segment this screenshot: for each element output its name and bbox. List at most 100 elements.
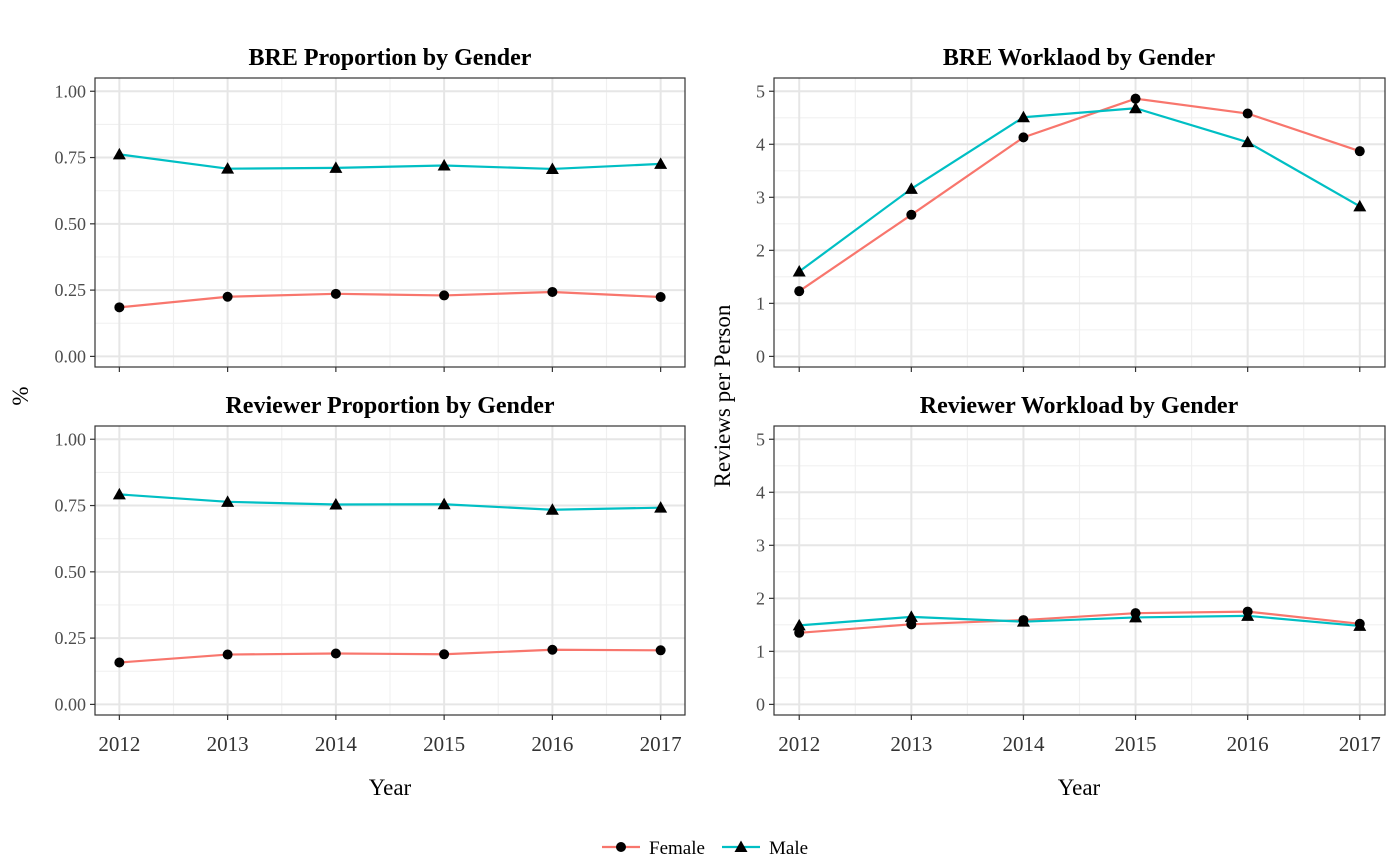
- point-male-2015: [437, 497, 451, 510]
- point-female-2017: [1354, 146, 1365, 157]
- y-tick-label: 0.75: [55, 496, 87, 516]
- plot-border: [773, 425, 1386, 716]
- point-female-2014: [1018, 132, 1029, 143]
- y-tick-label: 0.25: [55, 280, 87, 300]
- x-tick-label: 2015: [1115, 732, 1157, 756]
- y-tick-label: 5: [756, 429, 765, 449]
- legend-male-marker: [734, 840, 748, 852]
- y-tick-label: 1: [756, 641, 765, 661]
- point-male-2013: [904, 182, 918, 194]
- y-tick-label: 5: [756, 81, 765, 101]
- x-tick-label: 2012: [778, 732, 820, 756]
- point-female-2012: [794, 286, 805, 297]
- y-tick-label: 4: [756, 482, 765, 502]
- point-male-2013: [904, 610, 918, 622]
- legend-male-label: Male: [769, 838, 808, 859]
- series-line-female: [119, 648, 661, 664]
- point-male-2015: [1129, 610, 1143, 623]
- x-tick-label: 2017: [640, 732, 682, 756]
- point-male-2016: [1241, 609, 1255, 621]
- point-male-2014: [329, 161, 343, 173]
- panel-title: BRE Proportion by Gender: [249, 45, 532, 71]
- y-tick-label: 0.25: [55, 628, 87, 648]
- series-line-male: [119, 493, 661, 511]
- series-line-male: [799, 614, 1360, 628]
- y-tick-label: 1.00: [55, 81, 87, 101]
- legend-entry-male: Male: [722, 838, 808, 859]
- series-line-female: [119, 290, 661, 309]
- point-female-2015: [439, 290, 450, 301]
- y-axis-title-right: Reviews per Person: [710, 304, 735, 487]
- point-male-2012: [112, 487, 126, 500]
- panel-bre-proportion: BRE Proportion by Gender 0.00 0.25 0.50 0.7…: [55, 45, 686, 372]
- y-tick-label: 0.00: [55, 694, 87, 714]
- point-female-2013: [222, 649, 233, 660]
- point-male-2015: [437, 158, 451, 171]
- plot-border: [94, 77, 686, 368]
- point-female-2016: [1242, 108, 1253, 119]
- point-male-2016: [1241, 135, 1255, 148]
- point-female-2015: [1130, 93, 1141, 104]
- y-tick-label: 3: [756, 187, 765, 207]
- y-tick-label: 1: [756, 293, 765, 313]
- point-female-2014: [330, 288, 341, 299]
- point-male-2012: [112, 147, 126, 160]
- y-tick-label: 4: [756, 134, 765, 154]
- point-male-2013: [221, 495, 235, 507]
- point-female-2012: [114, 302, 125, 313]
- point-female-2013: [906, 209, 917, 220]
- y-tick-label: 2: [756, 240, 765, 260]
- x-axis-title-right: Year: [1058, 775, 1101, 800]
- point-female-2012: [114, 657, 125, 668]
- x-tick-label: 2015: [423, 732, 465, 756]
- point-male-2012: [792, 618, 806, 631]
- legend-female-marker: [616, 842, 626, 852]
- y-tick-label: 0.75: [55, 148, 87, 168]
- plot-border: [94, 425, 686, 716]
- x-tick-label: 2013: [890, 732, 932, 756]
- y-tick-label: 0.50: [55, 562, 87, 582]
- x-tick-label: 2014: [1002, 732, 1045, 756]
- series-line-female: [798, 97, 1361, 293]
- point-female-2013: [222, 291, 233, 302]
- legend: Female Male: [602, 838, 808, 859]
- point-male-2013: [221, 162, 235, 174]
- y-axis-title-left: %: [8, 386, 33, 405]
- point-female-2014: [330, 648, 341, 659]
- point-male-2014: [1016, 110, 1030, 123]
- y-tick-label: 0.50: [55, 214, 87, 234]
- x-axis-title-left: Year: [369, 775, 412, 800]
- y-tick-label: 3: [756, 535, 765, 555]
- x-tick-label: 2012: [98, 732, 140, 756]
- panel-title: Reviewer Workload by Gender: [920, 393, 1239, 419]
- panel-title: BRE Worklaod by Gender: [943, 45, 1216, 71]
- panel-reviewer-workload: Reviewer Workload by Gender 0 1 2 3 4 5 2012 20…: [756, 393, 1386, 756]
- series-line-female: [799, 610, 1360, 634]
- point-male-2016: [545, 503, 559, 515]
- point-male-2016: [545, 162, 559, 174]
- point-male-2017: [1353, 199, 1367, 212]
- y-tick-label: 1.00: [55, 429, 87, 449]
- point-female-2016: [547, 286, 558, 297]
- x-tick-label: 2016: [1227, 732, 1269, 756]
- x-tick-label: 2013: [207, 732, 249, 756]
- point-male-2017: [654, 157, 668, 169]
- legend-entry-female: Female: [602, 838, 705, 859]
- panel-reviewer-proportion: Reviewer Proportion by Gender 0.00 0.25 0.…: [55, 393, 686, 756]
- point-male-2017: [1353, 619, 1367, 631]
- series-line-male: [119, 153, 661, 171]
- legend-female-label: Female: [649, 838, 705, 859]
- y-tick-label: 0: [756, 346, 765, 366]
- panel-title: Reviewer Proportion by Gender: [225, 393, 554, 419]
- point-male-2017: [654, 501, 668, 513]
- plot-border: [773, 77, 1386, 368]
- panel-bre-workload: BRE Worklaod by Gender 0 1 2 3 4 5: [756, 45, 1386, 372]
- y-tick-label: 0.00: [55, 346, 87, 366]
- point-female-2017: [655, 645, 666, 656]
- point-male-2012: [792, 265, 806, 277]
- point-female-2017: [655, 292, 666, 303]
- point-male-2014: [1016, 615, 1030, 627]
- point-female-2016: [547, 644, 558, 655]
- point-female-2015: [439, 649, 450, 660]
